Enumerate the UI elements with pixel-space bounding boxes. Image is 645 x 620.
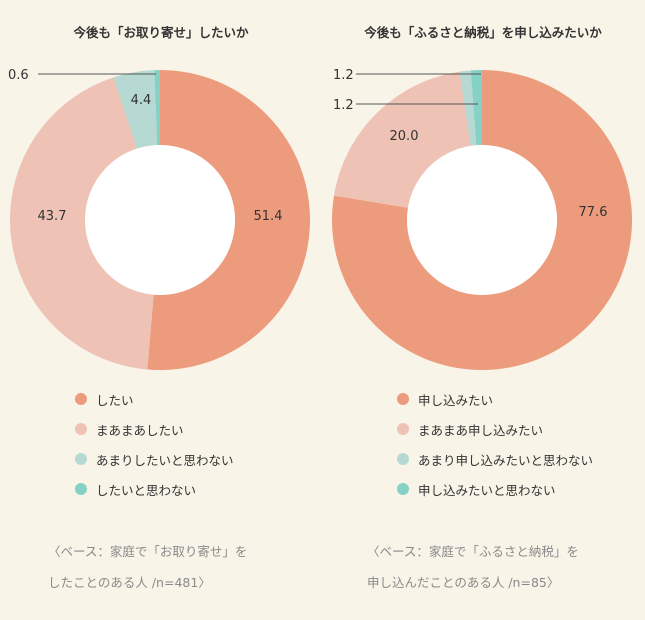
donut-hole bbox=[407, 145, 557, 295]
base-note-line: 申し込んだことのある人 /n=85〉 bbox=[367, 575, 560, 590]
base-note-line: 〈ベース：家庭で「お取り寄せ」を bbox=[48, 544, 248, 559]
donut-chart: 77.6 20.0 1.2 1.2 bbox=[332, 68, 632, 370]
legend-label: 申し込みたいと思わない bbox=[418, 482, 556, 498]
legend-swatch bbox=[75, 453, 87, 465]
legend-swatch bbox=[397, 393, 409, 405]
legend-label: まあまあ申し込みたい bbox=[418, 422, 544, 438]
base-note: 〈ベース：家庭で「ふるさと納税」を 申し込んだことのある人 /n=85〉 bbox=[367, 536, 579, 598]
legend-swatch bbox=[397, 423, 409, 435]
chart-panel-left: 今後も「お取り寄せ」したいか 51.4 43.7 4.4 0.6 したい まあまあした… bbox=[0, 0, 322, 620]
legend: したい まあまあしたい あまりしたいと思わない したいと思わない bbox=[75, 384, 234, 504]
data-label: 20.0 bbox=[390, 129, 419, 144]
data-label: 0.6 bbox=[8, 68, 29, 83]
legend-label: 申し込みたい bbox=[418, 392, 494, 408]
donut-slice bbox=[470, 70, 482, 146]
donut-slice bbox=[459, 70, 477, 146]
donut-slice bbox=[9, 77, 154, 370]
legend-swatch bbox=[397, 453, 409, 465]
legend-label: したい bbox=[96, 392, 134, 408]
legend-item: 申し込みたい bbox=[397, 384, 593, 414]
legend-item: したい bbox=[75, 384, 234, 414]
legend-label: したいと思わない bbox=[96, 482, 197, 498]
donut-hole bbox=[85, 145, 235, 295]
legend-label: まあまあしたい bbox=[96, 422, 184, 438]
legend-swatch bbox=[75, 483, 87, 495]
chart-title: 今後も「お取り寄せ」したいか bbox=[73, 25, 249, 40]
legend-item: まあまあ申し込みたい bbox=[397, 414, 593, 444]
base-note: 〈ベース：家庭で「お取り寄せ」を したことのある人 /n=481〉 bbox=[48, 536, 247, 598]
donut-chart: 51.4 43.7 4.4 0.6 bbox=[8, 68, 310, 370]
base-note-line: したことのある人 /n=481〉 bbox=[48, 575, 211, 590]
chart-panel-right: 今後も「ふるさと納税」を申し込みたいか 77.6 20.0 1.2 1.2 申し込みた… bbox=[322, 0, 644, 620]
legend-swatch bbox=[75, 423, 87, 435]
legend-label: あまり申し込みたいと思わない bbox=[418, 452, 594, 468]
donut-slice bbox=[332, 70, 632, 370]
legend-item: あまり申し込みたいと思わない bbox=[397, 444, 593, 474]
data-label: 1.2 bbox=[333, 98, 354, 113]
legend-swatch bbox=[397, 483, 409, 495]
base-note-line: 〈ベース：家庭で「ふるさと納税」を bbox=[367, 544, 579, 559]
legend-item: したいと思わない bbox=[75, 474, 234, 504]
legend-item: まあまあしたい bbox=[75, 414, 234, 444]
legend: 申し込みたい まあまあ申し込みたい あまり申し込みたいと思わない 申し込みたいと… bbox=[397, 384, 593, 504]
donut-slice bbox=[154, 70, 160, 146]
donut-slice bbox=[147, 70, 310, 370]
legend-item: 申し込みたいと思わない bbox=[397, 474, 593, 504]
donut-slice bbox=[333, 71, 471, 208]
data-label: 1.2 bbox=[333, 68, 354, 83]
data-label: 4.4 bbox=[131, 93, 152, 108]
data-label: 51.4 bbox=[254, 209, 283, 224]
donut-slice bbox=[113, 70, 158, 149]
legend-swatch bbox=[75, 393, 87, 405]
data-label: 77.6 bbox=[579, 205, 608, 220]
data-label: 43.7 bbox=[38, 209, 67, 224]
legend-label: あまりしたいと思わない bbox=[96, 452, 234, 468]
legend-item: あまりしたいと思わない bbox=[75, 444, 234, 474]
chart-title: 今後も「ふるさと納税」を申し込みたいか bbox=[364, 25, 602, 40]
